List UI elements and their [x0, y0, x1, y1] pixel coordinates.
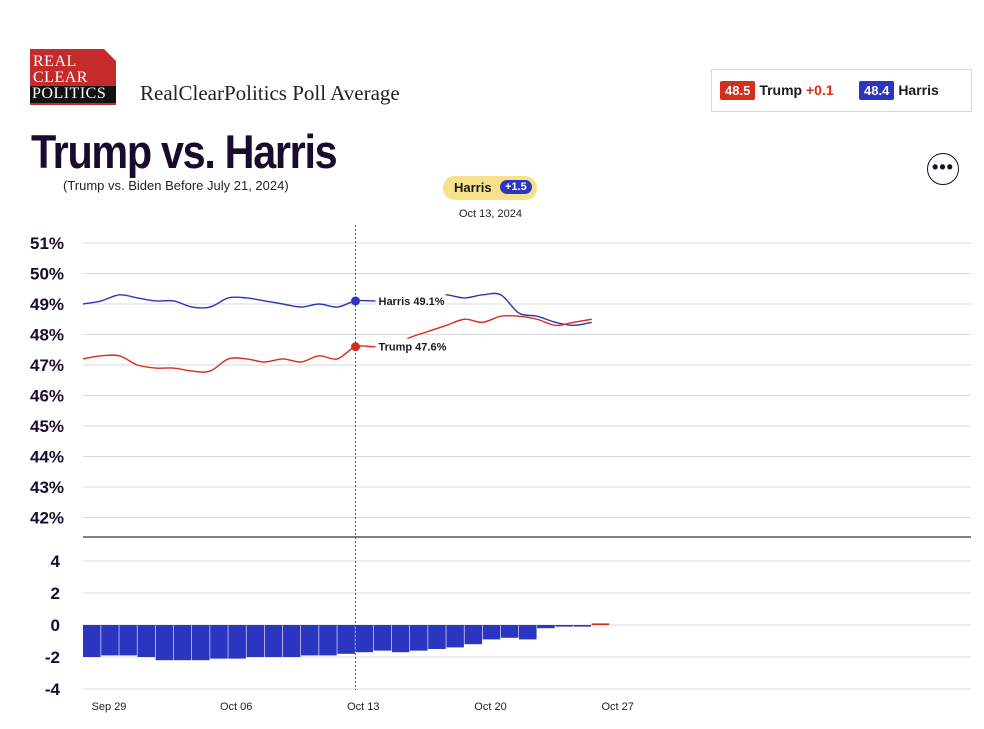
- margin-bar: [155, 625, 174, 661]
- y-tick-label: -2: [45, 648, 60, 667]
- x-tick-label: Oct 27: [601, 701, 633, 713]
- x-tick-label: Sep 29: [92, 701, 127, 713]
- y-tick-label: 44%: [30, 448, 64, 467]
- hover-point-harris: [351, 296, 360, 306]
- tooltip-leader: Harris: [454, 180, 492, 195]
- x-tick-label: Oct 13: [347, 701, 379, 713]
- margin-bar: [83, 625, 101, 657]
- legend-trump: 48.5 Trump +0.1: [720, 81, 834, 100]
- margin-bar: [173, 625, 192, 661]
- y-tick-label: 4: [51, 552, 61, 571]
- y-tick-label: 43%: [30, 478, 64, 497]
- margin-bar: [246, 625, 265, 657]
- page-subtitle: (Trump vs. Biden Before July 21, 2024): [63, 178, 289, 193]
- tooltip-lead-badge: +1.5: [500, 180, 532, 194]
- y-tick-label: 51%: [30, 234, 64, 253]
- margin-bar: [228, 625, 246, 659]
- y-tick-label: 48%: [30, 326, 64, 345]
- margin-bar: [337, 625, 355, 654]
- margin-bar: [391, 625, 410, 653]
- more-options-button[interactable]: •••: [927, 153, 959, 185]
- margin-bar: [137, 625, 156, 657]
- harris-name: Harris: [898, 82, 939, 98]
- y-tick-label: 46%: [30, 387, 64, 406]
- brand-title: RealClearPolitics Poll Average: [140, 81, 400, 105]
- margin-bar: [573, 625, 592, 627]
- hover-tooltip: Harris +1.5: [443, 176, 537, 200]
- y-tick-label: -4: [45, 680, 61, 699]
- margin-bar: [537, 625, 555, 629]
- margin-bar: [500, 625, 519, 638]
- current-average-legend: 48.5 Trump +0.1 48.4 Harris: [711, 69, 972, 112]
- margin-bar: [482, 625, 501, 640]
- logo-fold: [104, 49, 116, 61]
- hover-label-bg: [375, 292, 446, 309]
- y-tick-label: 42%: [30, 509, 64, 528]
- x-tick-label: Oct 20: [474, 701, 506, 713]
- y-tick-label: 45%: [30, 417, 64, 436]
- series-line-harris: [82, 292, 592, 327]
- logo-line-2: CLEAR: [33, 69, 88, 86]
- y-tick-label: 2: [51, 584, 60, 603]
- margin-bar: [373, 625, 392, 651]
- margin-bar: [101, 625, 119, 656]
- y-tick-label: 0: [51, 616, 60, 635]
- margin-bar: [464, 625, 483, 645]
- logo-line-3: POLITICS: [30, 86, 116, 103]
- margin-bar: [591, 623, 610, 625]
- margin-bar: [301, 625, 319, 656]
- margin-bar: [410, 625, 428, 651]
- rcp-logo: REAL CLEAR POLITICS: [30, 49, 116, 105]
- trump-name: Trump: [759, 82, 803, 98]
- trump-delta: +0.1: [805, 82, 834, 98]
- series-line-trump: [82, 314, 592, 373]
- y-tick-label: 49%: [30, 295, 64, 314]
- margin-bar: [555, 625, 573, 627]
- margin-bar: [446, 625, 464, 648]
- page-title: Trump vs. Harris: [31, 125, 338, 178]
- tooltip-date: Oct 13, 2024: [459, 208, 522, 220]
- legend-harris: 48.4 Harris: [859, 81, 939, 100]
- trump-value-badge: 48.5: [720, 81, 756, 100]
- hover-label-trump: Trump 47.6%: [379, 342, 447, 354]
- margin-bar: [519, 625, 537, 640]
- margin-bar: [192, 625, 210, 661]
- margin-bar: [282, 625, 301, 657]
- hover-point-trump: [351, 342, 360, 352]
- harris-value-badge: 48.4: [859, 81, 895, 100]
- x-tick-label: Oct 06: [220, 701, 252, 713]
- y-tick-label: 47%: [30, 356, 64, 375]
- hover-label-bg: [375, 338, 446, 355]
- margin-bar: [319, 625, 337, 656]
- margin-bar: [119, 625, 137, 656]
- margin-bar: [210, 625, 228, 659]
- margin-bar: [428, 625, 446, 649]
- logo-line-1: REAL: [33, 53, 77, 70]
- hover-label-harris: Harris 49.1%: [379, 296, 445, 308]
- margin-bar: [264, 625, 283, 657]
- y-tick-label: 50%: [30, 265, 64, 284]
- margin-bar: [355, 625, 374, 653]
